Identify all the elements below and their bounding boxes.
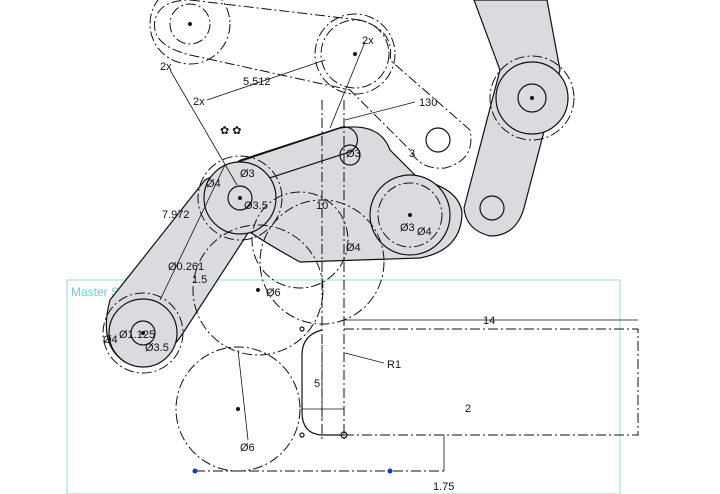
leader-2x-a — [169, 69, 238, 186]
dim-dia4-mid[interactable]: Ø4 — [346, 242, 361, 254]
leader-dia6-bot — [237, 349, 249, 441]
construction-circle-arc — [251, 191, 349, 289]
dim-1-75[interactable]: 1.75 — [433, 481, 454, 493]
right-link-pin — [479, 195, 505, 221]
dim-dia3-5[interactable]: Ø3.5 — [244, 200, 268, 212]
dim-10[interactable]: 10 — [316, 200, 328, 212]
dim-14[interactable]: 14 — [483, 315, 495, 327]
dim-dia6-top[interactable]: Ø6 — [266, 287, 281, 299]
dim-2x-a[interactable]: 2x — [160, 61, 172, 73]
dim-dia3-top[interactable]: Ø3 — [346, 148, 361, 160]
profile-origin-point[interactable] — [340, 431, 348, 439]
baseline-handle-right[interactable] — [387, 468, 393, 474]
dim-dia4-left[interactable]: Ø4 — [206, 178, 221, 190]
middle-slot-pin — [339, 144, 361, 166]
dot-circ-lower — [236, 407, 240, 411]
middle-link-right-joint-inner — [377, 182, 443, 248]
dot-mid-right — [408, 213, 412, 217]
left-link-top-joint-ring — [197, 155, 283, 241]
top-mid-hole-inner — [320, 19, 390, 89]
right-link-joint-top-ring — [489, 55, 575, 141]
profile-point-b — [299, 432, 305, 438]
left-link-top-joint-inner — [227, 185, 253, 211]
dim-dia3-5-bl[interactable]: Ø3.5 — [145, 342, 169, 354]
profile-left-edge — [301, 329, 344, 436]
top-right-pin — [425, 127, 451, 153]
dim-2x-b[interactable]: 2x — [193, 96, 205, 108]
right-link-joint-top-inner — [517, 83, 547, 113]
left-link-bottom-joint-inner — [130, 320, 156, 346]
dot-top-mid — [353, 52, 357, 56]
left-link-bottom-joint-ring — [102, 292, 184, 374]
leader-r1 — [344, 352, 385, 364]
dim-1-5[interactable]: 1.5 — [192, 274, 207, 286]
dim-dia3-right[interactable]: Ø3 — [400, 222, 415, 234]
dim-7972[interactable]: 7.972 — [162, 209, 190, 221]
top-left-hole — [149, 0, 231, 65]
dim-5512[interactable]: 5.512 — [243, 76, 271, 88]
dot-left-top — [238, 196, 242, 200]
dim-130[interactable]: 130 — [419, 97, 437, 109]
dim-dia4-bl[interactable]: Ø4 — [103, 334, 118, 346]
top-mid-hole — [314, 13, 396, 95]
top-left-hole-inner — [169, 3, 211, 45]
dim-3[interactable]: 3 — [409, 148, 415, 160]
top-slot-outline[interactable] — [153, 0, 472, 169]
dim-dia0-261[interactable]: Ø0.261 — [168, 261, 204, 273]
dim-2[interactable]: 2 — [465, 403, 471, 415]
leader-130 — [344, 101, 416, 121]
constraint-icons[interactable]: ✿ ✿ — [220, 125, 242, 137]
profile-point-a — [299, 326, 305, 332]
dim-5[interactable]: 5 — [314, 378, 320, 390]
leader-7972 — [159, 164, 226, 301]
construction-circle-mid — [192, 224, 324, 356]
dot-circ-mid — [256, 288, 260, 292]
baseline-handle-left[interactable] — [192, 468, 198, 474]
dim-dia1-125[interactable]: Ø1.125 — [119, 329, 155, 341]
leader-2x-b — [206, 59, 326, 101]
dim-dia4-right[interactable]: Ø4 — [417, 226, 432, 238]
dim-dia3-mid[interactable]: Ø3 — [240, 168, 255, 180]
profile-rectangle[interactable] — [344, 328, 639, 436]
dim-2x-c[interactable]: 2x — [362, 35, 374, 47]
leader-2x-c — [329, 41, 366, 129]
dim-dia6-bot[interactable]: Ø6 — [240, 442, 255, 454]
dim-r1[interactable]: R1 — [387, 359, 401, 371]
dot-right-top — [530, 96, 534, 100]
dot-top-left — [188, 22, 192, 26]
dot-left-bottom — [141, 331, 145, 335]
